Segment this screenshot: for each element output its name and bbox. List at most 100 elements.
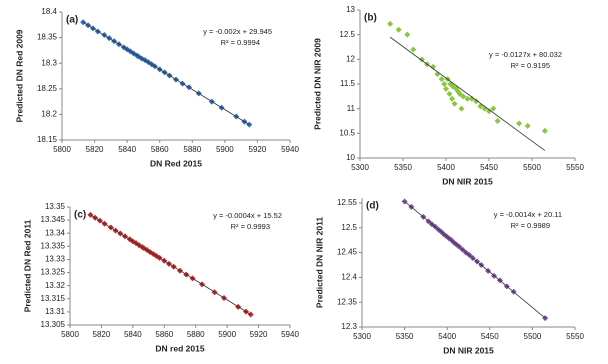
y-tick-label: 18.25 bbox=[37, 84, 58, 93]
point bbox=[441, 81, 448, 87]
panel: 5300 5350 5400 5450 5500 5550 12.3 12.35 12.4 12.… bbox=[314, 198, 584, 355]
point bbox=[410, 46, 417, 53]
x-tick-label: 5940 bbox=[281, 145, 299, 154]
point bbox=[418, 56, 425, 63]
y-tick-label: 18.3 bbox=[41, 58, 57, 67]
x-axis-title: DN NIR 2015 bbox=[442, 176, 493, 186]
x-axis-title: DN Red 2015 bbox=[150, 158, 202, 168]
y-tick-label: 12 bbox=[346, 54, 355, 63]
x-tick-label: 5550 bbox=[566, 332, 584, 341]
y-tick-label: 18.4 bbox=[41, 7, 57, 16]
r-squared: R² = 0.9994 bbox=[221, 38, 260, 47]
y-axis-title: Predicted DN NIR 2011 bbox=[314, 217, 324, 308]
y-axis-title: Predicted DN Red 2011 bbox=[22, 219, 32, 312]
x-tick-label: 5840 bbox=[124, 330, 142, 339]
y-tick-label: 12.5 bbox=[339, 30, 355, 39]
point bbox=[490, 105, 497, 112]
y-tick-label: 13.35 bbox=[45, 202, 66, 211]
y-tick-label: 12.3 bbox=[341, 322, 357, 331]
point bbox=[430, 63, 437, 70]
y-tick-label: 13.32 bbox=[45, 281, 66, 290]
x-tick-label: 5860 bbox=[155, 330, 173, 339]
point bbox=[468, 95, 475, 102]
equation: y = -0.0004x + 15.52 bbox=[213, 211, 282, 220]
r-squared: R² = 0.9989 bbox=[511, 221, 550, 230]
y-tick-label: 13.34 bbox=[45, 228, 66, 237]
x-tick-label: 5450 bbox=[481, 332, 499, 341]
y-tick-label: 18.15 bbox=[37, 135, 58, 144]
point bbox=[404, 31, 411, 38]
panel: 5800 5820 5840 5860 5880 5900 5920 5940 18.15 18.… bbox=[14, 7, 299, 168]
point bbox=[516, 120, 523, 127]
point bbox=[494, 118, 501, 124]
trendline bbox=[389, 36, 546, 151]
x-tick-label: 5920 bbox=[249, 145, 267, 154]
point bbox=[458, 105, 465, 112]
y-tick-label: 13.335 bbox=[41, 241, 66, 250]
y-tick-label: 13.315 bbox=[41, 294, 66, 303]
y-tick-label: 12.4 bbox=[341, 272, 357, 281]
y-tick-label: 13.345 bbox=[41, 215, 66, 224]
equation: y = -0.0014x + 20.11 bbox=[494, 210, 562, 219]
x-tick-label: 5350 bbox=[396, 332, 414, 341]
y-tick-label: 11.5 bbox=[340, 79, 356, 88]
y-tick-label: 13.305 bbox=[41, 320, 66, 329]
point bbox=[443, 85, 449, 92]
trendline bbox=[82, 21, 250, 125]
point bbox=[473, 98, 480, 105]
x-tick-label: 5840 bbox=[118, 145, 136, 154]
panel-label: (b) bbox=[364, 13, 377, 24]
x-tick-label: 5450 bbox=[480, 163, 498, 172]
x-tick-label: 5820 bbox=[93, 330, 111, 339]
x-tick-label: 5900 bbox=[216, 145, 234, 154]
y-tick-label: 13.31 bbox=[45, 307, 66, 316]
x-tick-label: 5400 bbox=[438, 332, 456, 341]
trendline bbox=[404, 201, 546, 319]
equation: y = -0.002x + 29.945 bbox=[203, 27, 272, 36]
y-tick-label: 12.55 bbox=[337, 198, 358, 207]
panel: 5800 5820 5840 5860 5880 5900 5920 5940 13.305 13… bbox=[22, 202, 299, 353]
x-tick-label: 5880 bbox=[187, 330, 205, 339]
point bbox=[387, 20, 394, 27]
point bbox=[449, 95, 456, 102]
x-tick-label: 5800 bbox=[53, 145, 71, 154]
point bbox=[395, 26, 402, 33]
x-tick-label: 5400 bbox=[437, 163, 455, 172]
y-axis-title: Predicted DN Red 2009 bbox=[14, 29, 24, 122]
y-tick-label: 13.325 bbox=[41, 268, 66, 277]
x-axis-title: DN red 2015 bbox=[155, 343, 204, 353]
y-axis-title: Predicted DN NIR 2009 bbox=[312, 38, 322, 130]
panel-label: (a) bbox=[66, 15, 78, 26]
y-tick-label: 12.35 bbox=[337, 297, 358, 306]
x-tick-label: 5300 bbox=[353, 332, 371, 341]
point bbox=[486, 108, 492, 115]
panel-label: (c) bbox=[74, 210, 86, 221]
x-tick-label: 5350 bbox=[394, 163, 412, 172]
x-tick-label: 5860 bbox=[151, 145, 169, 154]
y-tick-label: 13.33 bbox=[45, 255, 66, 264]
x-tick-label: 5920 bbox=[250, 330, 268, 339]
point bbox=[451, 100, 458, 107]
r-squared: R² = 0.9993 bbox=[231, 222, 270, 231]
x-tick-label: 5500 bbox=[524, 332, 542, 341]
y-tick-label: 18.35 bbox=[37, 33, 58, 42]
y-tick-label: 12.45 bbox=[337, 248, 358, 257]
point bbox=[541, 127, 548, 134]
x-axis-title: DN NIR 2015 bbox=[443, 345, 494, 355]
point bbox=[446, 90, 453, 97]
panel-label: (d) bbox=[366, 201, 379, 212]
y-tick-label: 13 bbox=[346, 5, 355, 14]
point bbox=[460, 93, 467, 100]
x-tick-label: 5940 bbox=[281, 330, 299, 339]
x-tick-label: 5800 bbox=[61, 330, 79, 339]
y-tick-label: 10 bbox=[346, 153, 355, 162]
y-tick-label: 11 bbox=[347, 104, 356, 113]
r-squared: R² = 0.9195 bbox=[511, 61, 550, 70]
point bbox=[464, 95, 471, 102]
panel: 5300 5350 5400 5450 5500 5550 10 10.5 11 11.5 12 12… bbox=[312, 5, 584, 186]
x-tick-label: 5880 bbox=[183, 145, 201, 154]
x-tick-label: 5500 bbox=[523, 163, 541, 172]
y-tick-label: 12.5 bbox=[341, 223, 357, 232]
x-tick-label: 5820 bbox=[86, 145, 104, 154]
